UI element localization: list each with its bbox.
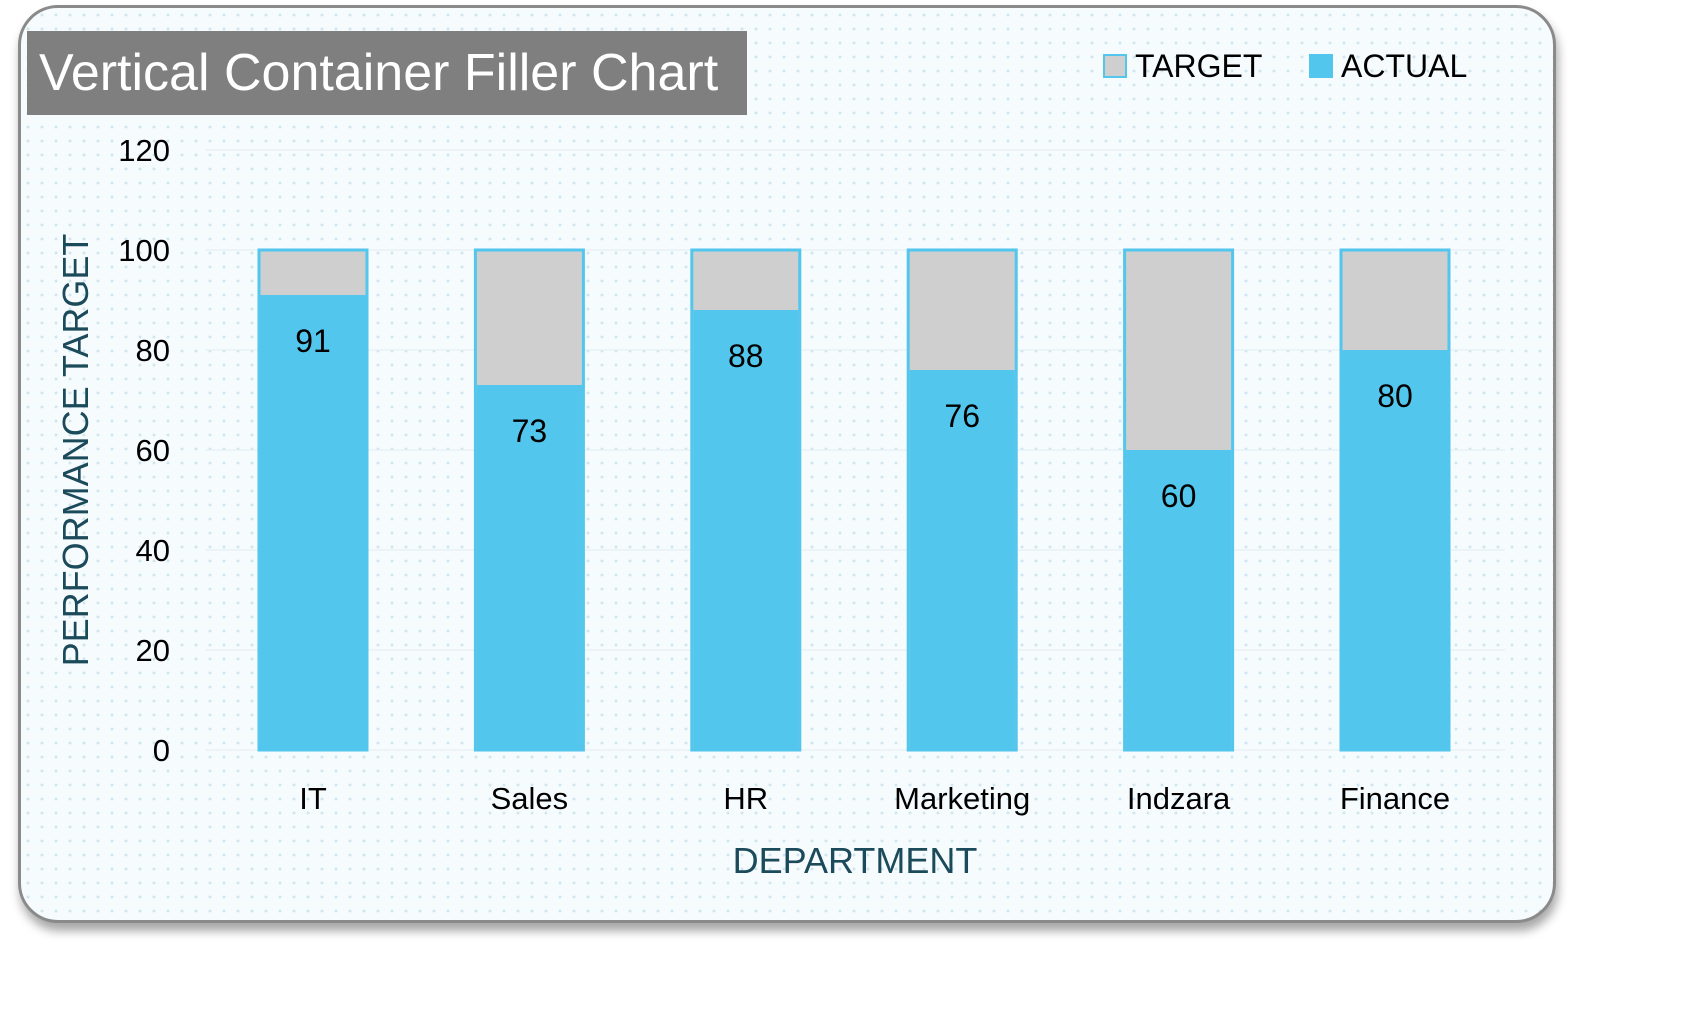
y-tick-label: 100 [118, 233, 170, 268]
x-tick-label: Sales [491, 781, 569, 816]
y-axis-ticks: 0 20 40 60 80 100 120 [118, 133, 170, 768]
chart-title: Vertical Container Filler Chart [39, 44, 719, 102]
y-tick-label: 0 [153, 733, 170, 768]
y-tick-label: 60 [136, 433, 170, 468]
y-tick-label: 40 [136, 533, 170, 568]
x-tick-label: Marketing [894, 781, 1030, 816]
y-tick-label: 80 [136, 333, 170, 368]
data-label: 80 [1377, 378, 1413, 414]
actual-bar [909, 370, 1015, 750]
actual-bar [693, 310, 799, 750]
legend: TARGET ACTUAL [1103, 48, 1467, 84]
actual-bar [1126, 450, 1232, 750]
legend-swatch [1103, 54, 1127, 78]
actual-bar [476, 385, 582, 750]
x-axis-title: DEPARTMENT [733, 840, 978, 881]
y-tick-label: 20 [136, 633, 170, 668]
data-label: 88 [728, 338, 764, 374]
x-tick-label: HR [723, 781, 768, 816]
gridlines [205, 149, 1505, 751]
x-tick-label: Indzara [1127, 781, 1231, 816]
legend-swatch [1309, 54, 1333, 78]
chart-title-box: Vertical Container Filler Chart [27, 31, 747, 115]
data-label: 60 [1161, 478, 1197, 514]
data-label: 91 [295, 323, 331, 359]
bars: 91 73 88 76 60 80 [257, 248, 1451, 752]
legend-label: ACTUAL [1341, 48, 1467, 84]
x-tick-label: IT [299, 781, 327, 816]
y-axis-title: PERFORMANCE TARGET [55, 234, 96, 667]
data-label: 76 [944, 398, 980, 434]
actual-bar [260, 295, 366, 750]
y-tick-label: 120 [118, 133, 170, 168]
x-tick-label: Finance [1340, 781, 1450, 816]
legend-label: TARGET [1135, 48, 1262, 84]
actual-bar [1342, 350, 1448, 750]
x-axis-ticks: IT Sales HR Marketing Indzara Finance [299, 781, 1450, 816]
data-label: 73 [512, 413, 548, 449]
